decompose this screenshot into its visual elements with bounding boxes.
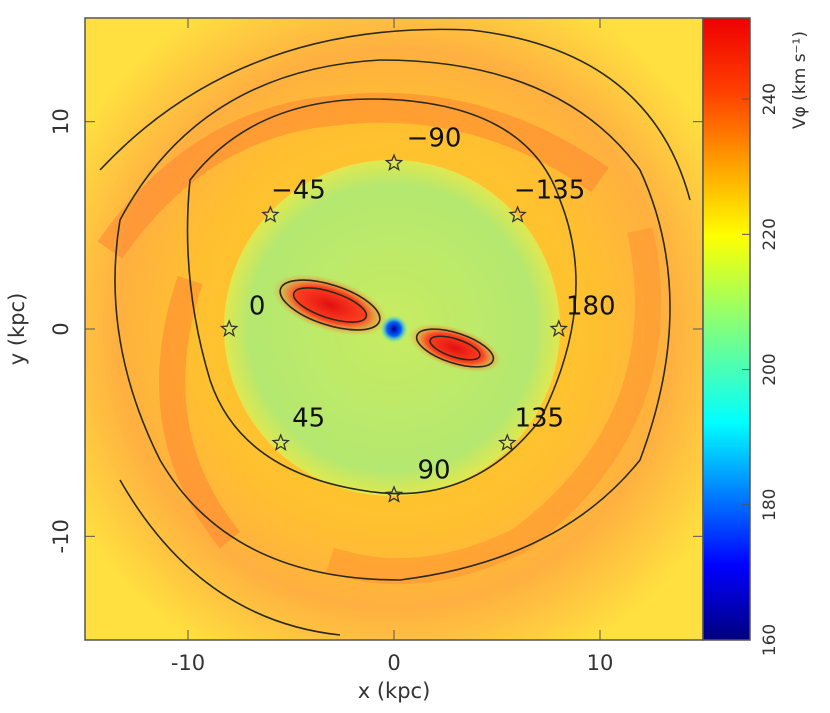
core	[380, 315, 408, 343]
spiral-arm	[97, 92, 609, 259]
contour	[292, 287, 368, 323]
colorbar-tick-label: 220	[760, 218, 780, 250]
contour	[279, 279, 381, 331]
colorbar-tick-label: 240	[760, 83, 780, 115]
x-tick-label: 10	[587, 651, 614, 675]
x-axis-label: x (kpc)	[358, 679, 431, 703]
contour	[99, 28, 691, 201]
phase-label: −90	[407, 124, 462, 154]
phase-label: −135	[514, 175, 585, 205]
phase-star	[498, 433, 517, 451]
phase-label: 135	[514, 404, 564, 434]
phase-label: 90	[417, 455, 450, 485]
bar-lobe	[408, 323, 502, 373]
contour	[429, 335, 481, 361]
colorbar-label: Vφ (km s⁻¹)	[790, 31, 810, 129]
phase-star	[271, 433, 290, 451]
colorbar-tick-label: 200	[760, 353, 780, 385]
phase-star	[261, 205, 280, 223]
y-tick-label: 10	[49, 108, 73, 135]
contour	[415, 328, 495, 368]
phase-star	[384, 485, 404, 503]
velocity-field	[85, 18, 703, 640]
spiral-arm	[325, 227, 661, 585]
phase-label: 45	[292, 404, 325, 434]
x-tick-label: -10	[171, 651, 205, 675]
phase-star	[508, 205, 527, 223]
phase-star	[384, 153, 404, 172]
contour	[114, 59, 671, 581]
phase-label: 180	[566, 292, 616, 322]
contour	[186, 98, 577, 495]
phase-label: −45	[271, 175, 326, 205]
phase-star	[219, 319, 239, 337]
spiral-arm	[159, 275, 241, 549]
colorbar-tick-label: 160	[760, 624, 780, 656]
y-tick-label: -10	[49, 519, 73, 553]
phase-label: 0	[249, 292, 266, 322]
bar-lobe	[272, 274, 388, 336]
colorbar	[702, 17, 751, 641]
y-axis-label: y (kpc)	[5, 293, 29, 366]
phase-star	[549, 319, 569, 337]
colorbar-tick-label: 180	[760, 489, 780, 521]
contour	[119, 479, 341, 636]
x-tick-label: 0	[387, 651, 400, 675]
y-tick-label: 0	[49, 322, 73, 335]
